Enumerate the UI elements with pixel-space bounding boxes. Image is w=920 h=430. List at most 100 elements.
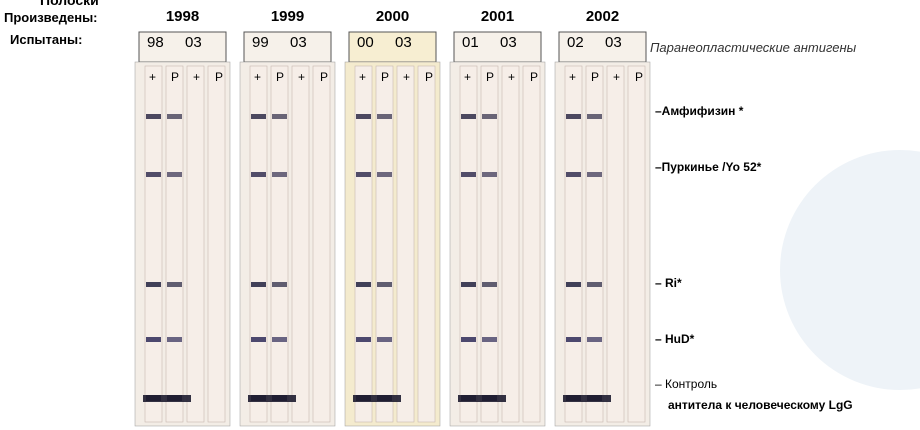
strip	[607, 66, 624, 422]
lane-label: +	[359, 70, 366, 84]
lane-label: +	[569, 70, 576, 84]
strip	[565, 66, 582, 422]
figure	[0, 0, 920, 430]
strip	[271, 66, 288, 422]
band	[482, 172, 497, 177]
tested-year: 99	[252, 34, 269, 51]
tested-year: 03	[290, 34, 307, 51]
band	[377, 172, 392, 177]
control-band	[248, 395, 296, 402]
page: Полоски Произведены: Испытаны: Паранеопл…	[0, 0, 920, 430]
strip	[628, 66, 645, 422]
band	[377, 337, 392, 342]
strip	[208, 66, 225, 422]
control-band	[563, 395, 611, 402]
band	[272, 282, 287, 287]
strip	[376, 66, 393, 422]
band	[461, 114, 476, 119]
tested-year: 02	[567, 34, 584, 51]
band	[146, 172, 161, 177]
band	[377, 282, 392, 287]
band	[461, 282, 476, 287]
strip	[586, 66, 603, 422]
band	[167, 172, 182, 177]
strip	[460, 66, 477, 422]
strip	[166, 66, 183, 422]
strip	[397, 66, 414, 422]
strip	[502, 66, 519, 422]
decor-circle	[780, 150, 920, 390]
band	[146, 114, 161, 119]
strip	[187, 66, 204, 422]
band	[251, 114, 266, 119]
lane-label: P	[635, 70, 643, 84]
tested-year: 00	[357, 34, 374, 51]
band	[482, 337, 497, 342]
lane-label: P	[425, 70, 433, 84]
band	[566, 337, 581, 342]
strip	[145, 66, 162, 422]
band	[167, 337, 182, 342]
lane-label: P	[486, 70, 494, 84]
band	[251, 282, 266, 287]
band	[587, 114, 602, 119]
strip	[313, 66, 330, 422]
strip	[250, 66, 267, 422]
tested-year: 03	[500, 34, 517, 51]
band	[146, 282, 161, 287]
band	[356, 114, 371, 119]
lane-label: +	[403, 70, 410, 84]
antigen-label: – HuD*	[655, 332, 694, 346]
antigens-title: Паранеопластические антигены	[650, 40, 856, 55]
lane-label: P	[381, 70, 389, 84]
band	[251, 172, 266, 177]
band	[461, 337, 476, 342]
tested-year: 03	[605, 34, 622, 51]
band	[566, 282, 581, 287]
produced-label: Произведены:	[4, 10, 98, 25]
band	[356, 172, 371, 177]
antigen-label: –Амфифизин *	[655, 104, 743, 118]
band	[272, 337, 287, 342]
year: 1998	[143, 8, 222, 25]
strip	[523, 66, 540, 422]
lane-label: P	[276, 70, 284, 84]
lane-label: P	[530, 70, 538, 84]
band	[482, 282, 497, 287]
strip	[418, 66, 435, 422]
antigen-label: – Ri*	[655, 276, 682, 290]
band	[272, 114, 287, 119]
year: 1999	[248, 8, 327, 25]
lane-label: P	[215, 70, 223, 84]
band	[377, 114, 392, 119]
lane-label: P	[320, 70, 328, 84]
lane-label: +	[298, 70, 305, 84]
title: Полоски	[40, 0, 99, 8]
tested-label: Испытаны:	[10, 32, 82, 47]
band	[566, 114, 581, 119]
band	[167, 114, 182, 119]
band	[461, 172, 476, 177]
band	[587, 282, 602, 287]
antigen-label: – Контроль	[655, 377, 717, 391]
control-band	[458, 395, 506, 402]
tested-year: 98	[147, 34, 164, 51]
lane-label: +	[254, 70, 261, 84]
tested-year: 03	[395, 34, 412, 51]
lane-label: +	[149, 70, 156, 84]
control-band	[143, 395, 191, 402]
control-band	[353, 395, 401, 402]
band	[566, 172, 581, 177]
band	[272, 172, 287, 177]
band	[356, 282, 371, 287]
lane-label: +	[193, 70, 200, 84]
band	[482, 114, 497, 119]
lane-label: P	[171, 70, 179, 84]
antigen-label: антитела к человеческому LgG	[668, 398, 853, 412]
lane-label: +	[508, 70, 515, 84]
lane-label: +	[613, 70, 620, 84]
band	[146, 337, 161, 342]
antigen-label: –Пуркинье /Yo 52*	[655, 160, 761, 174]
band	[251, 337, 266, 342]
band	[587, 172, 602, 177]
